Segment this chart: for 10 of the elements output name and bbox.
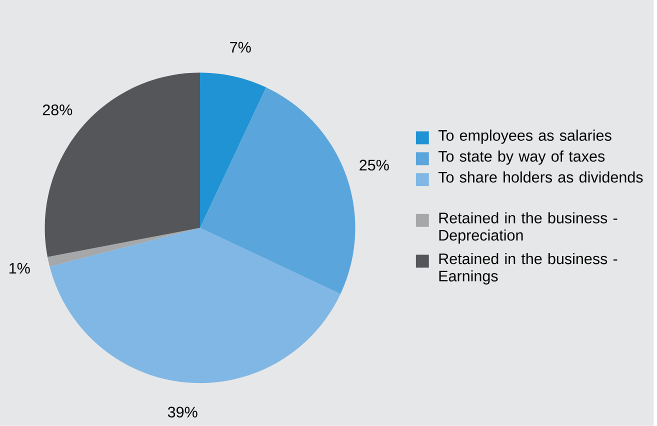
- data-label: 39%: [168, 406, 198, 418]
- legend-label: Retained in the business - Earnings: [439, 253, 618, 285]
- data-label: 25%: [360, 160, 389, 171]
- data-label: 7%: [230, 42, 251, 53]
- legend-label: To employees as salaries: [438, 130, 612, 144]
- data-label: 1%: [10, 262, 30, 274]
- legend-label: To state by way of taxes: [438, 150, 605, 165]
- legend-label: Retained in the business - Depreciation: [439, 212, 618, 244]
- legend-label: To share holders as dividends: [438, 171, 643, 183]
- data-label: 28%: [42, 104, 72, 116]
